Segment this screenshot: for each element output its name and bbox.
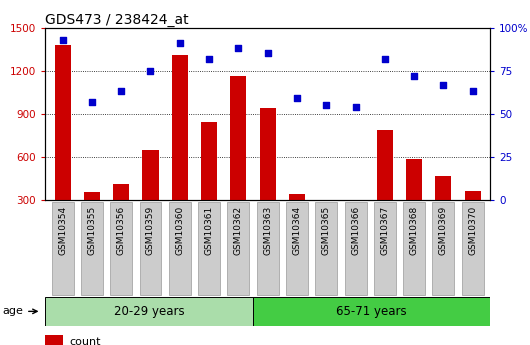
Point (293, 96, 301, 101)
Text: 65-71 years: 65-71 years (336, 305, 407, 318)
Text: GSM10369: GSM10369 (439, 206, 448, 255)
Text: GSM10366: GSM10366 (351, 206, 360, 255)
Bar (260, 108, 276, 200)
Point (351, 104, 360, 110)
Point (234, 46, 243, 51)
FancyBboxPatch shape (51, 202, 74, 295)
Text: GSM10365: GSM10365 (322, 206, 331, 255)
Bar (201, 122, 217, 200)
Point (322, 102, 331, 108)
FancyBboxPatch shape (110, 202, 132, 295)
FancyBboxPatch shape (344, 202, 367, 295)
FancyBboxPatch shape (432, 202, 454, 295)
Bar (143, 150, 158, 200)
FancyBboxPatch shape (81, 202, 103, 295)
Text: GSM10355: GSM10355 (87, 206, 96, 255)
Bar (231, 77, 246, 200)
Point (381, 56, 389, 61)
Bar (84, 192, 100, 200)
Text: GSM10368: GSM10368 (410, 206, 419, 255)
Text: GSM10362: GSM10362 (234, 206, 243, 255)
Point (175, 40, 184, 46)
Text: GSM10361: GSM10361 (205, 206, 214, 255)
Bar (172, 55, 188, 200)
Text: GSM10359: GSM10359 (146, 206, 155, 255)
Point (87, 99, 96, 105)
Text: GSM10356: GSM10356 (117, 206, 126, 255)
FancyBboxPatch shape (198, 202, 220, 295)
Point (117, 89, 126, 94)
Bar (45, 335, 63, 345)
Text: GSM10354: GSM10354 (58, 206, 67, 255)
Text: age: age (2, 306, 37, 316)
FancyBboxPatch shape (227, 202, 249, 295)
Text: GSM10364: GSM10364 (293, 206, 302, 255)
Text: count: count (69, 337, 101, 345)
Text: GSM10363: GSM10363 (263, 206, 272, 255)
Point (205, 56, 213, 61)
Point (439, 82, 448, 87)
Point (146, 68, 155, 73)
FancyBboxPatch shape (169, 202, 191, 295)
Text: GDS473 / 238424_at: GDS473 / 238424_at (45, 12, 189, 27)
FancyBboxPatch shape (257, 202, 279, 295)
Bar (435, 176, 452, 200)
Bar (289, 194, 305, 200)
Bar (318, 200, 334, 205)
Bar (55, 45, 70, 200)
Bar (253, 297, 490, 326)
FancyBboxPatch shape (139, 202, 162, 295)
Bar (406, 159, 422, 200)
Bar (45, 297, 253, 326)
FancyBboxPatch shape (315, 202, 337, 295)
FancyBboxPatch shape (462, 202, 484, 295)
Bar (377, 130, 393, 200)
Point (410, 73, 418, 79)
FancyBboxPatch shape (374, 202, 396, 295)
Text: GSM10367: GSM10367 (381, 206, 390, 255)
Point (263, 51, 272, 56)
Text: 20-29 years: 20-29 years (113, 305, 184, 318)
Point (469, 89, 477, 94)
Point (58, 37, 67, 42)
Bar (348, 200, 364, 204)
Bar (113, 184, 129, 200)
FancyBboxPatch shape (403, 202, 425, 295)
Bar (465, 191, 481, 200)
Text: GSM10360: GSM10360 (175, 206, 184, 255)
Text: GSM10370: GSM10370 (468, 206, 477, 255)
FancyBboxPatch shape (286, 202, 308, 295)
